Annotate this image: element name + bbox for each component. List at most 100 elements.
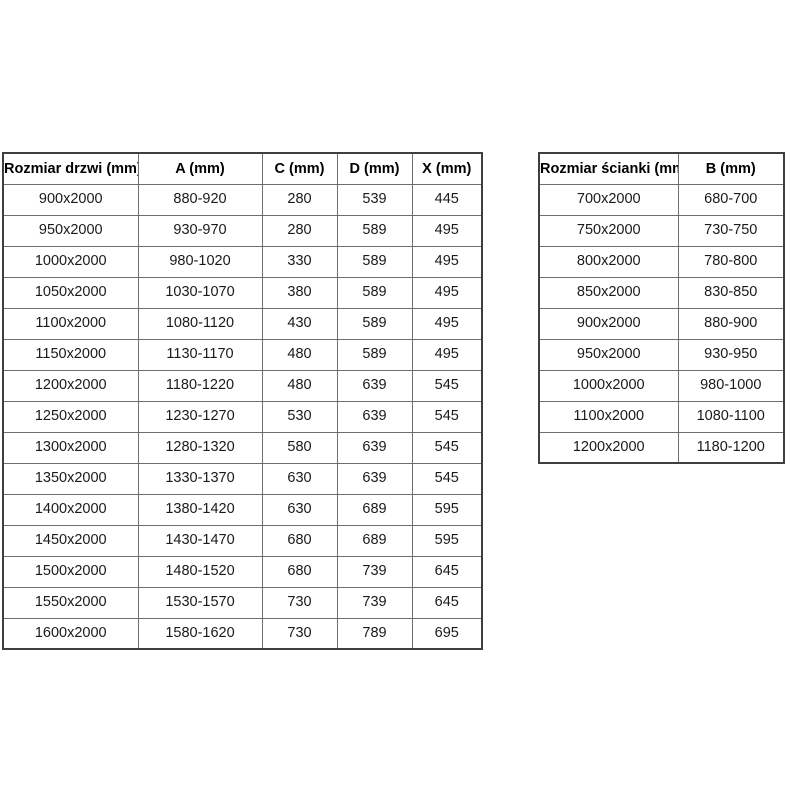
table-row: 1400x2000 1380-1420 630 689 595 — [2, 493, 483, 526]
table-cell: 750x2000 — [538, 214, 679, 247]
table-row: 1150x2000 1130-1170 480 589 495 — [2, 338, 483, 371]
table-cell: 950x2000 — [2, 214, 139, 247]
table-cell: 645 — [411, 555, 483, 588]
table-cell: 1600x2000 — [2, 617, 139, 650]
table-cell: 495 — [411, 214, 483, 247]
table-cell: 730 — [261, 586, 338, 619]
table-cell: 880-900 — [677, 307, 785, 340]
table-row: 1450x2000 1430-1470 680 689 595 — [2, 524, 483, 557]
door-sizes-header-x: X (mm) — [411, 152, 483, 185]
wall-sizes-header-b: B (mm) — [677, 152, 785, 185]
table-row: 1250x2000 1230-1270 530 639 545 — [2, 400, 483, 433]
table-cell: 800x2000 — [538, 245, 679, 278]
table-cell: 589 — [336, 338, 413, 371]
table-cell: 589 — [336, 245, 413, 278]
table-row: 700x2000 680-700 — [538, 183, 785, 216]
table-row: 950x2000 930-950 — [538, 338, 785, 371]
table-cell: 1200x2000 — [2, 369, 139, 402]
table-cell: 850x2000 — [538, 276, 679, 309]
table-row: 1100x2000 1080-1120 430 589 495 — [2, 307, 483, 340]
door-sizes-header-rozmiar: Rozmiar drzwi (mm) — [2, 152, 139, 185]
table-cell: 580 — [261, 431, 338, 464]
table-cell: 1550x2000 — [2, 586, 139, 619]
table-cell: 1100x2000 — [538, 400, 679, 433]
table-cell: 1150x2000 — [2, 338, 139, 371]
table-cell: 680-700 — [677, 183, 785, 216]
table-cell: 900x2000 — [538, 307, 679, 340]
table-cell: 1230-1270 — [137, 400, 263, 433]
door-sizes-header-c: C (mm) — [261, 152, 338, 185]
table-cell: 880-920 — [137, 183, 263, 216]
table-cell: 1430-1470 — [137, 524, 263, 557]
table-cell: 1200x2000 — [538, 431, 679, 464]
table-row: 1350x2000 1330-1370 630 639 545 — [2, 462, 483, 495]
table-cell: 589 — [336, 307, 413, 340]
table-row: 800x2000 780-800 — [538, 245, 785, 278]
table-cell: 1530-1570 — [137, 586, 263, 619]
table-cell: 1300x2000 — [2, 431, 139, 464]
table-cell: 1400x2000 — [2, 493, 139, 526]
table-cell: 530 — [261, 400, 338, 433]
table-cell: 545 — [411, 400, 483, 433]
table-cell: 1030-1070 — [137, 276, 263, 309]
table-cell: 930-950 — [677, 338, 785, 371]
wall-sizes-table: Rozmiar ścianki (mm) B (mm) 700x2000 680-… — [538, 152, 785, 464]
table-cell: 545 — [411, 431, 483, 464]
table-cell: 1080-1100 — [677, 400, 785, 433]
table-cell: 739 — [336, 586, 413, 619]
table-cell: 480 — [261, 369, 338, 402]
table-row: 950x2000 930-970 280 589 495 — [2, 214, 483, 247]
table-cell: 495 — [411, 245, 483, 278]
door-sizes-header-d: D (mm) — [336, 152, 413, 185]
table-cell: 1130-1170 — [137, 338, 263, 371]
table-row: 1550x2000 1530-1570 730 739 645 — [2, 586, 483, 619]
table-cell: 1000x2000 — [2, 245, 139, 278]
table-cell: 639 — [336, 369, 413, 402]
door-sizes-header-a: A (mm) — [137, 152, 263, 185]
table-cell: 680 — [261, 524, 338, 557]
table-cell: 495 — [411, 338, 483, 371]
table-row: 900x2000 880-900 — [538, 307, 785, 340]
table-row: 1100x2000 1080-1100 — [538, 400, 785, 433]
table-cell: 589 — [336, 276, 413, 309]
table-cell: 545 — [411, 369, 483, 402]
table-cell: 680 — [261, 555, 338, 588]
table-cell: 495 — [411, 276, 483, 309]
table-cell: 1580-1620 — [137, 617, 263, 650]
table-cell: 330 — [261, 245, 338, 278]
table-cell: 1450x2000 — [2, 524, 139, 557]
table-cell: 1080-1120 — [137, 307, 263, 340]
table-cell: 280 — [261, 214, 338, 247]
table-cell: 280 — [261, 183, 338, 216]
table-cell: 1350x2000 — [2, 462, 139, 495]
table-cell: 695 — [411, 617, 483, 650]
table-cell: 1050x2000 — [2, 276, 139, 309]
wall-sizes-header-row: Rozmiar ścianki (mm) B (mm) — [538, 152, 785, 185]
table-cell: 1330-1370 — [137, 462, 263, 495]
table-cell: 689 — [336, 493, 413, 526]
table-cell: 630 — [261, 493, 338, 526]
table-cell: 495 — [411, 307, 483, 340]
table-row: 1500x2000 1480-1520 680 739 645 — [2, 555, 483, 588]
table-cell: 545 — [411, 462, 483, 495]
table-cell: 639 — [336, 431, 413, 464]
table-cell: 730-750 — [677, 214, 785, 247]
table-row: 1200x2000 1180-1220 480 639 545 — [2, 369, 483, 402]
table-cell: 1180-1200 — [677, 431, 785, 464]
table-cell: 639 — [336, 400, 413, 433]
table-cell: 645 — [411, 586, 483, 619]
table-cell: 950x2000 — [538, 338, 679, 371]
table-cell: 380 — [261, 276, 338, 309]
table-cell: 930-970 — [137, 214, 263, 247]
table-cell: 689 — [336, 524, 413, 557]
table-cell: 595 — [411, 493, 483, 526]
table-cell: 1500x2000 — [2, 555, 139, 588]
table-row: 850x2000 830-850 — [538, 276, 785, 309]
table-cell: 1000x2000 — [538, 369, 679, 402]
table-cell: 480 — [261, 338, 338, 371]
table-cell: 1100x2000 — [2, 307, 139, 340]
table-row: 1200x2000 1180-1200 — [538, 431, 785, 464]
table-cell: 739 — [336, 555, 413, 588]
door-sizes-header-row: Rozmiar drzwi (mm) A (mm) C (mm) D (mm) … — [2, 152, 483, 185]
